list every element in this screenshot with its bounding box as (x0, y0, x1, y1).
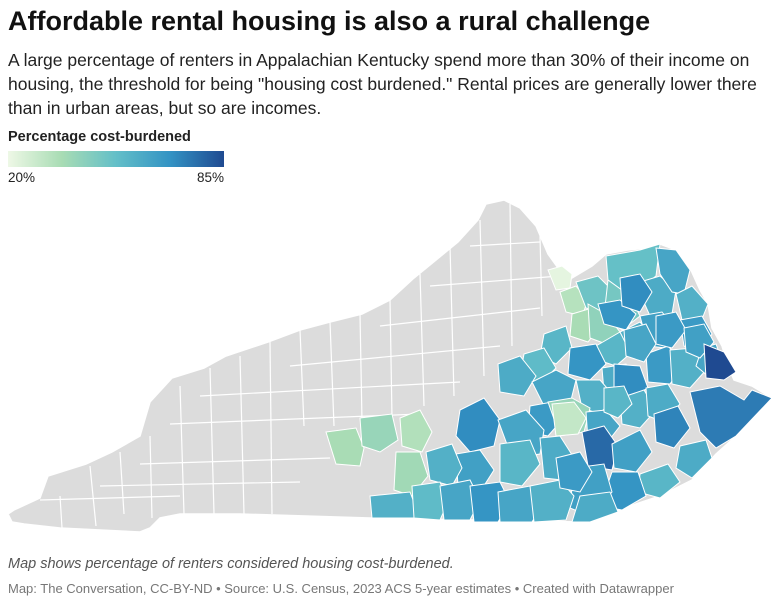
county-shape[interactable] (611, 429, 653, 473)
county-boundary (139, 457, 331, 465)
county-boundary (119, 451, 125, 515)
county-shape[interactable] (547, 265, 573, 291)
county-shape[interactable] (619, 273, 653, 313)
county-boundary (509, 203, 513, 347)
county-boundary (179, 385, 185, 515)
county-boundary (359, 313, 363, 423)
map-credits: Map: The Conversation, CC-BY-ND • Source… (8, 581, 674, 596)
county-shape[interactable] (555, 451, 593, 493)
shaded-counties (325, 243, 773, 523)
county-boundary (469, 241, 541, 247)
county-shape[interactable] (653, 405, 691, 449)
legend-color-bar (8, 151, 224, 167)
county-shape[interactable] (623, 323, 657, 363)
legend-labels: 20% 85% (8, 170, 224, 188)
county-boundary (59, 495, 63, 529)
county-boundary (209, 367, 215, 515)
county-boundary (99, 481, 301, 487)
color-legend: Percentage cost-burdened 20% 85% (8, 128, 224, 188)
legend-min-label: 20% (8, 170, 36, 185)
county-shape[interactable] (499, 439, 541, 487)
county-shape[interactable] (425, 443, 463, 487)
county-shape[interactable] (703, 343, 737, 381)
county-shape[interactable] (571, 491, 619, 523)
county-shape[interactable] (399, 409, 433, 453)
chart-title: Affordable rental housing is also a rura… (8, 6, 651, 36)
county-boundary (199, 381, 461, 397)
legend-title: Percentage cost-burdened (8, 129, 191, 145)
county-boundary (379, 307, 541, 327)
county-boundary (479, 219, 485, 377)
county-boundary (539, 235, 543, 317)
county-shape[interactable] (531, 369, 577, 407)
map-notes: Map shows percentage of renters consider… (8, 556, 454, 572)
county-shape[interactable] (325, 427, 365, 467)
county-shape[interactable] (529, 479, 575, 523)
county-boundary (329, 321, 335, 427)
county-boundary (299, 329, 305, 427)
county-boundary (149, 435, 153, 519)
county-shape[interactable] (551, 401, 587, 437)
county-shape[interactable] (675, 285, 709, 325)
county-boundary (429, 275, 561, 287)
county-shape[interactable] (655, 311, 687, 349)
county-boundary (389, 299, 393, 419)
county-boundary (269, 341, 273, 515)
county-shape[interactable] (497, 355, 537, 397)
county-boundary (89, 465, 97, 527)
county-boundary (239, 355, 245, 515)
county-boundary (449, 245, 455, 397)
county-shape[interactable] (689, 385, 773, 449)
county-boundary (39, 495, 181, 501)
county-boundaries (39, 203, 561, 529)
county-shape[interactable] (567, 343, 607, 381)
county-shape[interactable] (603, 385, 633, 419)
county-shape[interactable] (675, 439, 713, 479)
county-shape[interactable] (359, 413, 399, 453)
legend-max-label: 85% (196, 170, 224, 185)
kentucky-county-map (7, 199, 774, 533)
chart-description: A large percentage of renters in Appalac… (8, 50, 757, 118)
county-shape[interactable] (455, 397, 501, 453)
county-boundary (289, 345, 501, 367)
